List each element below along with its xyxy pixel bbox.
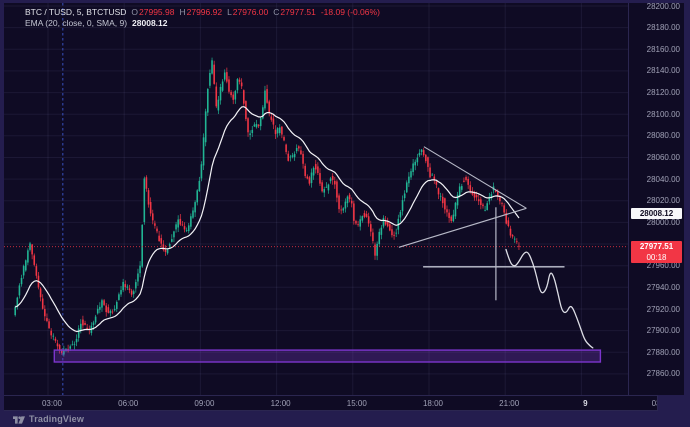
- price-axis-label: 28060.00: [646, 153, 680, 162]
- price-axis-label: 28180.00: [646, 23, 680, 33]
- time-axis-label: 12:00: [270, 399, 291, 408]
- descending-trendline[interactable]: [423, 146, 527, 209]
- price-axis-label: 28020.00: [646, 196, 680, 206]
- forecast-curve[interactable]: [505, 248, 594, 349]
- last-price-label: 27977.51 00:18: [631, 241, 682, 264]
- ema-indicator-value: 28008.12: [132, 18, 168, 28]
- time-axis-label: 03:00: [41, 399, 63, 408]
- chart-legend: BTC / TUSD, 5, BTCTUSD O27995.98 H27996.92…: [25, 7, 380, 29]
- price-axis-label: 28000.00: [646, 217, 680, 227]
- time-axis-label: 15:00: [346, 399, 367, 408]
- price-axis-label: 28040.00: [646, 174, 680, 184]
- chart-pane[interactable]: BTC / TUSD, 5, BTCTUSD O27995.98 H27996.92…: [4, 3, 628, 395]
- change-value: -18.09 (-0.06%): [320, 7, 380, 17]
- ema-price-label: 28008.12: [631, 208, 682, 220]
- price-axis-label: 27940.00: [646, 282, 680, 292]
- price-axis-label: 28080.00: [646, 131, 680, 141]
- tradingview-logo-text: TradingView: [29, 413, 85, 424]
- high-label: H: [179, 7, 186, 17]
- ema-legend-row[interactable]: EMA (20, close, 0, SMA, 9) 28008.12: [25, 18, 380, 29]
- symbol-legend-row[interactable]: BTC / TUSD, 5, BTCTUSD O27995.98 H27996.92…: [25, 7, 380, 18]
- price-axis-label: 27860.00: [646, 369, 680, 379]
- support-zone-rectangle[interactable]: [53, 349, 602, 363]
- price-axis-label: 28160.00: [646, 44, 680, 54]
- grid-layer: [4, 3, 628, 395]
- ascending-trendline[interactable]: [398, 207, 527, 248]
- time-axis-label: 09:00: [194, 399, 215, 408]
- tradingview-logo[interactable]: TradingView: [13, 412, 84, 425]
- price-axis-label: 27920.00: [646, 304, 680, 314]
- price-axis-label: 28100.00: [646, 109, 680, 119]
- price-axis-label: 27960.00: [646, 261, 680, 271]
- price-axis-label: 28120.00: [646, 88, 680, 98]
- close-value: 27977.51: [280, 7, 316, 17]
- ema-indicator-name[interactable]: EMA (20, close, 0, SMA, 9): [25, 18, 128, 28]
- price-axis[interactable]: 28008.12 27977.51 00:18 28200.00 28180.00…: [628, 3, 684, 395]
- time-axis[interactable]: 03:00 06:00 09:00 12:00 15:00 18:00 21:00 9 03:0…: [4, 395, 658, 411]
- time-axis-label: 21:00: [499, 399, 520, 408]
- time-axis-label: 18:00: [422, 399, 444, 408]
- bar-countdown: 00:18: [646, 253, 667, 263]
- time-axis-label: 9: [583, 399, 588, 408]
- open-label: O: [131, 7, 139, 17]
- time-axis-label: 03:00: [651, 399, 657, 408]
- price-axis-label: 28140.00: [646, 66, 680, 76]
- open-value: 27995.98: [139, 7, 175, 17]
- price-axis-label: 27900.00: [646, 326, 680, 336]
- candles-layer: [14, 57, 520, 357]
- ema-line[interactable]: [14, 106, 520, 333]
- price-axis-label: 28200.00: [646, 3, 680, 11]
- price-axis-label: 27880.00: [646, 347, 680, 357]
- last-price-value: 27977.51: [639, 242, 674, 252]
- close-label: C: [273, 7, 280, 17]
- time-axis-label: 06:00: [118, 399, 139, 408]
- tradingview-logo-icon: [13, 415, 25, 424]
- chart-widget: BTC / TUSD, 5, BTCTUSD O27995.98 H27996.92…: [4, 3, 684, 411]
- low-value: 27976.00: [232, 7, 269, 17]
- low-label: L: [227, 7, 232, 17]
- symbol-title[interactable]: BTC / TUSD, 5, BTCTUSD: [25, 7, 127, 17]
- chart-canvas[interactable]: [4, 3, 628, 395]
- high-value: 27996.92: [186, 7, 223, 17]
